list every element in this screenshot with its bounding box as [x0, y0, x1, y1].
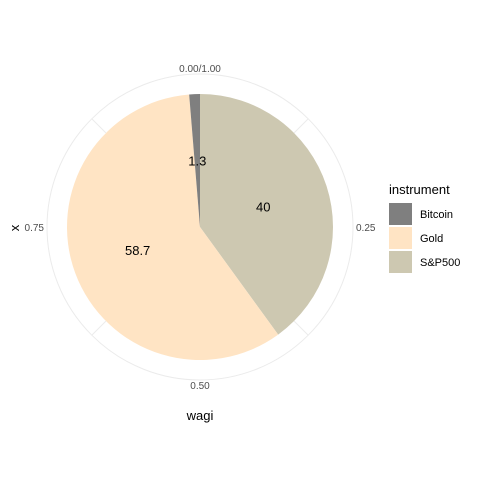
- grid-spoke: [91, 118, 107, 134]
- grid-spoke: [293, 118, 309, 134]
- data-label-bitcoin: 1.3: [188, 154, 206, 169]
- grid-circle: [46, 73, 354, 381]
- pie-slices: [67, 94, 334, 360]
- legend-key-bitcoin: [389, 203, 412, 225]
- data-label-s-p500: 40: [256, 199, 270, 214]
- legend-label-bitcoin: Bitcoin: [420, 209, 453, 221]
- y-axis-title: x: [7, 224, 22, 231]
- legend-title: instrument: [389, 182, 450, 197]
- angle-tick-label: 0.75: [25, 223, 45, 234]
- x-axis-title: wagi: [186, 408, 214, 423]
- legend-label-gold: Gold: [420, 233, 443, 245]
- legend-key-gold: [389, 227, 412, 249]
- slice-labels: 40 58.7 1.3: [125, 154, 270, 259]
- angle-tick-label: 0.00/1.00: [179, 64, 221, 75]
- grid-spoke: [293, 320, 309, 336]
- data-label-gold: 58.7: [125, 243, 150, 258]
- polar-grid: [46, 73, 354, 381]
- slice-s-p500: [200, 94, 334, 335]
- legend: instrument Bitcoin Gold S&P500: [389, 182, 460, 273]
- legend-label-s-p500: S&P500: [420, 257, 460, 269]
- angle-ticks: 0.00/1.00 0.25 0.50 0.75: [25, 64, 376, 392]
- angle-tick-label: 0.50: [190, 381, 210, 392]
- slice-gold: [67, 94, 279, 360]
- angle-tick-label: 0.25: [356, 223, 376, 234]
- slice-bitcoin: [189, 94, 200, 227]
- legend-key-s-p500: [389, 251, 412, 273]
- grid-spoke: [91, 320, 107, 336]
